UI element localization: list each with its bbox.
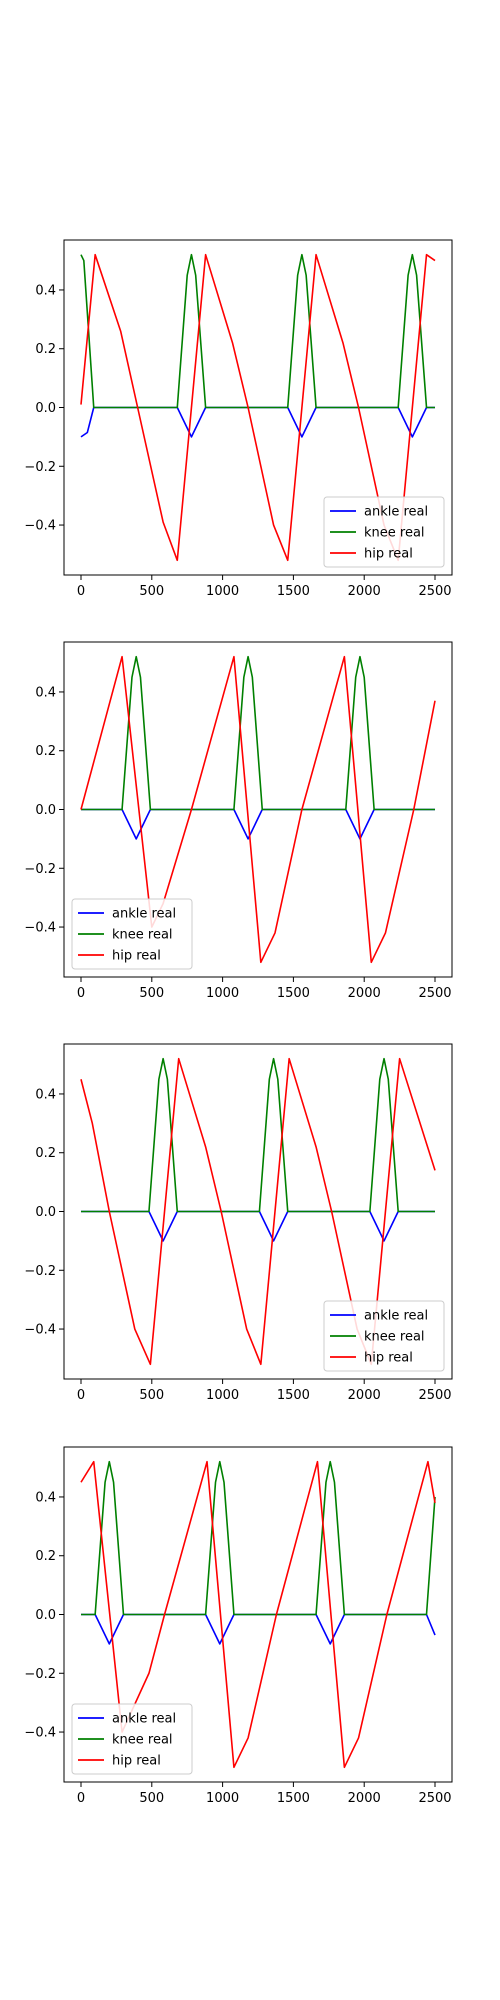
legend-label: hip real	[112, 1754, 161, 1769]
y-tick-label: 0.0	[35, 1608, 56, 1623]
legend-label: hip real	[364, 1351, 413, 1366]
y-tick-label: −0.4	[24, 1726, 56, 1741]
y-tick-label: 0.0	[35, 401, 56, 416]
x-tick-label: 0	[77, 584, 85, 599]
legend-label: knee real	[364, 526, 425, 541]
y-tick-label: −0.4	[24, 921, 56, 936]
x-tick-label: 2500	[418, 1388, 451, 1403]
x-tick-label: 1500	[277, 986, 310, 1001]
series-line-ankle-real	[80, 1210, 436, 1242]
legend-label: knee real	[364, 1330, 425, 1345]
x-tick-label: 1000	[206, 584, 239, 599]
x-tick-label: 1000	[206, 986, 239, 1001]
legend-label: knee real	[112, 1733, 173, 1748]
y-tick-label: 0.2	[35, 744, 56, 759]
series-line-knee-real	[80, 253, 436, 409]
legend-label: ankle real	[112, 1712, 176, 1727]
x-tick-label: 1000	[206, 1791, 239, 1806]
y-tick-label: 0.2	[35, 1146, 56, 1161]
legend-label: hip real	[364, 547, 413, 562]
y-tick-label: −0.2	[24, 460, 56, 475]
legend-label: ankle real	[364, 505, 428, 520]
y-tick-label: 0.4	[35, 1490, 56, 1505]
y-tick-label: 0.4	[35, 1087, 56, 1102]
y-tick-label: 0.0	[35, 1205, 56, 1220]
chart-panel-1: 0 500 1000 1500 2000 2500 −0.4 −0.2 0.0 0.2 0.4 ank…	[24, 239, 453, 599]
x-tick-label: 500	[139, 1388, 164, 1403]
x-tick-label: 1500	[277, 584, 310, 599]
x-tick-label: 2500	[418, 584, 451, 599]
series-line-knee-real	[80, 1057, 436, 1213]
legend-label: hip real	[112, 949, 161, 964]
x-tick-label: 2000	[348, 1388, 381, 1403]
series-line-ankle-real	[80, 406, 436, 438]
series-line-ankle-real	[80, 808, 436, 840]
y-tick-label: 0.0	[35, 803, 56, 818]
legend-label: knee real	[112, 928, 173, 943]
legend-box	[323, 1300, 445, 1372]
chart-panel-2: 0 500 1000 1500 2000 2500 −0.4 −0.2 0.0 0.2 0.4 ank…	[24, 641, 453, 1001]
y-tick-label: 0.4	[35, 685, 56, 700]
x-tick-label: 2000	[348, 1791, 381, 1806]
x-tick-label: 500	[139, 584, 164, 599]
series-line-ankle-real	[80, 1613, 436, 1645]
chart-panel-4: 0 500 1000 1500 2000 2500 −0.4 −0.2 0.0 0.2 0.4 ank…	[24, 1446, 453, 1806]
y-tick-label: −0.4	[24, 1323, 56, 1338]
y-tick-label: −0.2	[24, 862, 56, 877]
legend: ankle real knee real hip real	[323, 496, 445, 568]
series-line-knee-real	[80, 655, 436, 811]
series-line-knee-real	[80, 1460, 436, 1616]
y-tick-label: 0.2	[35, 1549, 56, 1564]
legend: ankle real knee real hip real	[323, 1300, 445, 1372]
y-tick-label: −0.2	[24, 1667, 56, 1682]
legend: ankle real knee real hip real	[71, 1703, 193, 1775]
x-tick-label: 2500	[418, 1791, 451, 1806]
legend-box	[71, 1703, 193, 1775]
legend-box	[323, 496, 445, 568]
legend-box	[71, 898, 193, 970]
y-tick-label: −0.4	[24, 519, 56, 534]
y-tick-label: 0.2	[35, 342, 56, 357]
x-tick-label: 500	[139, 1791, 164, 1806]
y-tick-label: −0.2	[24, 1264, 56, 1279]
x-tick-label: 1500	[277, 1791, 310, 1806]
x-tick-label: 1500	[277, 1388, 310, 1403]
legend-label: ankle real	[364, 1309, 428, 1324]
x-tick-label: 0	[77, 1791, 85, 1806]
x-tick-label: 500	[139, 986, 164, 1001]
x-tick-label: 2000	[348, 584, 381, 599]
x-tick-label: 2500	[418, 986, 451, 1001]
legend: ankle real knee real hip real	[71, 898, 193, 970]
legend-label: ankle real	[112, 907, 176, 922]
x-tick-label: 1000	[206, 1388, 239, 1403]
x-tick-label: 0	[77, 1388, 85, 1403]
x-tick-label: 2000	[348, 986, 381, 1001]
chart-panel-3: 0 500 1000 1500 2000 2500 −0.4 −0.2 0.0 0.2 0.4 ank…	[24, 1043, 453, 1403]
y-tick-label: 0.4	[35, 283, 56, 298]
x-tick-label: 0	[77, 986, 85, 1001]
